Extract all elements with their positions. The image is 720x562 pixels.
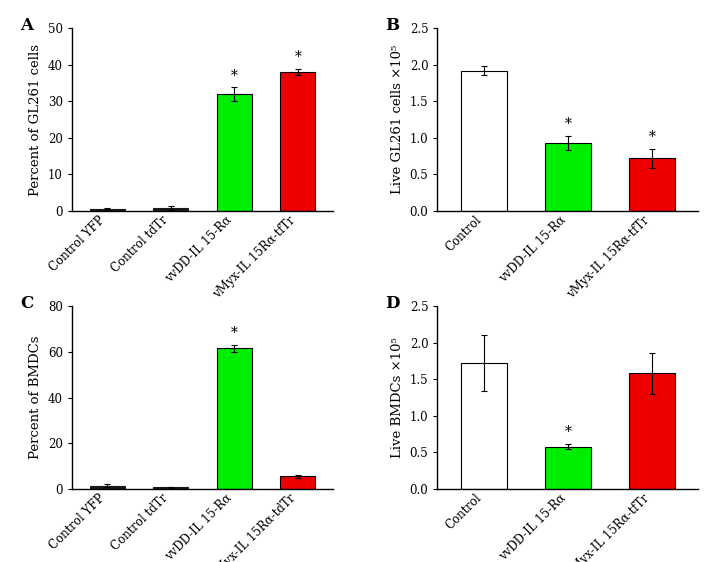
Text: *: * [564,117,572,131]
Bar [629,373,675,489]
Text: *: * [564,425,572,439]
Y-axis label: Live GL261 cells ×10⁵: Live GL261 cells ×10⁵ [391,45,404,194]
Text: *: * [294,51,302,65]
Bar [281,477,315,489]
Y-axis label: Percent of GL261 cells: Percent of GL261 cells [30,43,42,196]
Text: A: A [19,17,33,34]
Bar [217,348,252,489]
Text: C: C [19,295,33,312]
Bar [545,143,591,211]
Bar [89,209,125,211]
Bar [153,208,188,211]
Y-axis label: Live BMDCs ×10⁵: Live BMDCs ×10⁵ [391,337,404,458]
Text: *: * [231,69,238,83]
Bar [629,158,675,211]
Text: *: * [231,327,238,341]
Bar [217,94,252,211]
Bar [461,70,507,211]
Bar [461,363,507,489]
Text: D: D [385,295,400,312]
Text: B: B [385,17,400,34]
Bar [545,447,591,489]
Bar [281,72,315,211]
Text: *: * [649,130,655,144]
Bar [89,486,125,489]
Y-axis label: Percent of BMDCs: Percent of BMDCs [30,336,42,459]
Bar [153,487,188,489]
